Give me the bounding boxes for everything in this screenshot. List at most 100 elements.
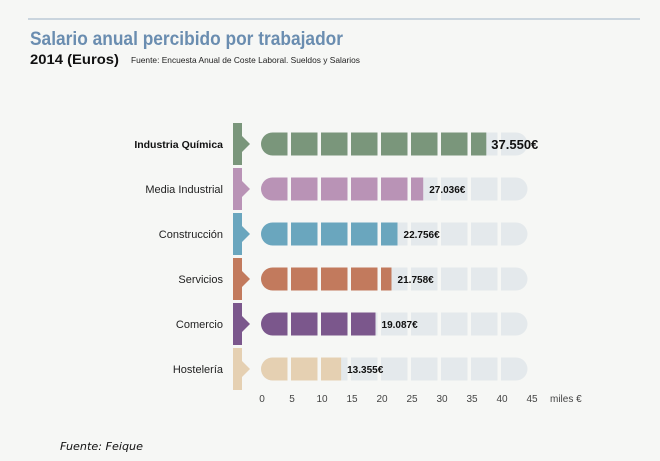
- bar-segment: [381, 177, 408, 201]
- bar-fill: [261, 177, 424, 201]
- bar-segment: [261, 132, 288, 156]
- row-marker-pointer: [241, 225, 250, 243]
- bar-segment: [321, 312, 348, 336]
- bar-segment: [441, 132, 468, 156]
- track-segment: [501, 222, 528, 246]
- row-marker: [233, 213, 242, 255]
- bar-segment: [261, 177, 288, 201]
- value-label: 27.036€: [429, 185, 466, 196]
- value-label: 22.756€: [404, 230, 441, 241]
- bar-segment: [351, 132, 378, 156]
- track-segment: [411, 267, 438, 291]
- x-tick-label: 25: [406, 394, 418, 405]
- bar-segment: [261, 267, 288, 291]
- track-segment: [501, 132, 528, 156]
- bar-segment: [351, 177, 378, 201]
- track-segment: [471, 312, 498, 336]
- row-marker: [233, 303, 242, 345]
- bar-row: Hostelería 13.355€: [173, 348, 528, 390]
- track-segment: [381, 312, 408, 336]
- chart-subtitle: 2014 (Euros): [30, 51, 119, 67]
- bar-row: Industria Química 37.550€: [134, 123, 538, 165]
- track-segment: [501, 267, 528, 291]
- bar-segment: [261, 357, 288, 381]
- bar-segment: [321, 132, 348, 156]
- row-marker-pointer: [241, 135, 250, 153]
- bar-segment: [381, 267, 392, 291]
- row-marker-pointer: [241, 180, 250, 198]
- bar-fill: [261, 132, 487, 156]
- bar-row: Comercio 19.087€: [176, 303, 528, 345]
- bar-segment: [351, 267, 378, 291]
- bar-fill: [261, 267, 392, 291]
- track-segment: [441, 177, 468, 201]
- bar-segment: [381, 132, 408, 156]
- track-segment: [501, 312, 528, 336]
- bar-segment: [321, 177, 348, 201]
- x-tick-label: 10: [316, 394, 328, 405]
- track-segment: [471, 177, 498, 201]
- bar-segment: [261, 312, 288, 336]
- track-segment: [411, 222, 438, 246]
- row-marker: [233, 348, 242, 390]
- x-tick-label: 0: [259, 394, 265, 405]
- source-note: Fuente: Encuesta Anual de Coste Laboral.…: [131, 55, 360, 65]
- bar-segment: [291, 267, 318, 291]
- row-marker: [233, 168, 242, 210]
- bar-segment: [321, 357, 342, 381]
- category-label: Servicios: [178, 274, 223, 286]
- row-marker-pointer: [241, 270, 250, 288]
- bar-segment: [351, 312, 376, 336]
- track-segment: [471, 267, 498, 291]
- bar-segment: [411, 132, 438, 156]
- track-segment: [441, 312, 468, 336]
- x-tick-label: 45: [526, 394, 538, 405]
- row-marker-pointer: [241, 360, 250, 378]
- footer-source: Fuente: Feique: [60, 440, 143, 453]
- track-segment: [411, 357, 438, 381]
- bar-fill: [261, 357, 342, 381]
- x-tick-label: 5: [289, 394, 295, 405]
- bar-segment: [471, 132, 487, 156]
- chart-title: Salario anual percibido por trabajador: [30, 29, 344, 50]
- x-tick-label: 30: [436, 394, 448, 405]
- row-marker: [233, 258, 242, 300]
- x-tick-label: 40: [496, 394, 508, 405]
- category-label: Media Industrial: [145, 184, 223, 196]
- category-label: Hostelería: [173, 364, 224, 376]
- bar-segment: [381, 222, 398, 246]
- bar-segment: [351, 222, 378, 246]
- track-segment: [411, 312, 438, 336]
- bar-segment: [321, 222, 348, 246]
- bar-segment: [291, 312, 318, 336]
- track-segment: [471, 222, 498, 246]
- bar-segment: [291, 132, 318, 156]
- category-label: Construcción: [159, 229, 223, 241]
- bar-segment: [411, 177, 424, 201]
- track-segment: [501, 177, 528, 201]
- bar-segment: [261, 222, 288, 246]
- value-label: 19.087€: [382, 320, 419, 331]
- bar-row: Construcción 22.756€: [159, 213, 528, 255]
- bar-segment: [321, 267, 348, 291]
- category-label: Comercio: [176, 319, 223, 331]
- row-marker-pointer: [241, 315, 250, 333]
- value-label: 13.355€: [347, 365, 384, 376]
- track-segment: [441, 267, 468, 291]
- track-segment: [471, 357, 498, 381]
- track-segment: [351, 357, 378, 381]
- value-label: 21.758€: [398, 275, 435, 286]
- track-segment: [441, 357, 468, 381]
- bar-row: Media Industrial 27.036€: [145, 168, 528, 210]
- bar-segment: [291, 177, 318, 201]
- bar-segment: [291, 222, 318, 246]
- value-label: 37.550€: [491, 137, 538, 152]
- row-marker: [233, 123, 242, 165]
- x-tick-label: 15: [346, 394, 358, 405]
- bar-rows: Industria Química 37.550€ Media Industrial…: [134, 123, 538, 390]
- x-tick-label: 20: [376, 394, 388, 405]
- track-segment: [381, 357, 408, 381]
- bar-row: Servicios 21.758€: [178, 258, 528, 300]
- bar-fill: [261, 222, 398, 246]
